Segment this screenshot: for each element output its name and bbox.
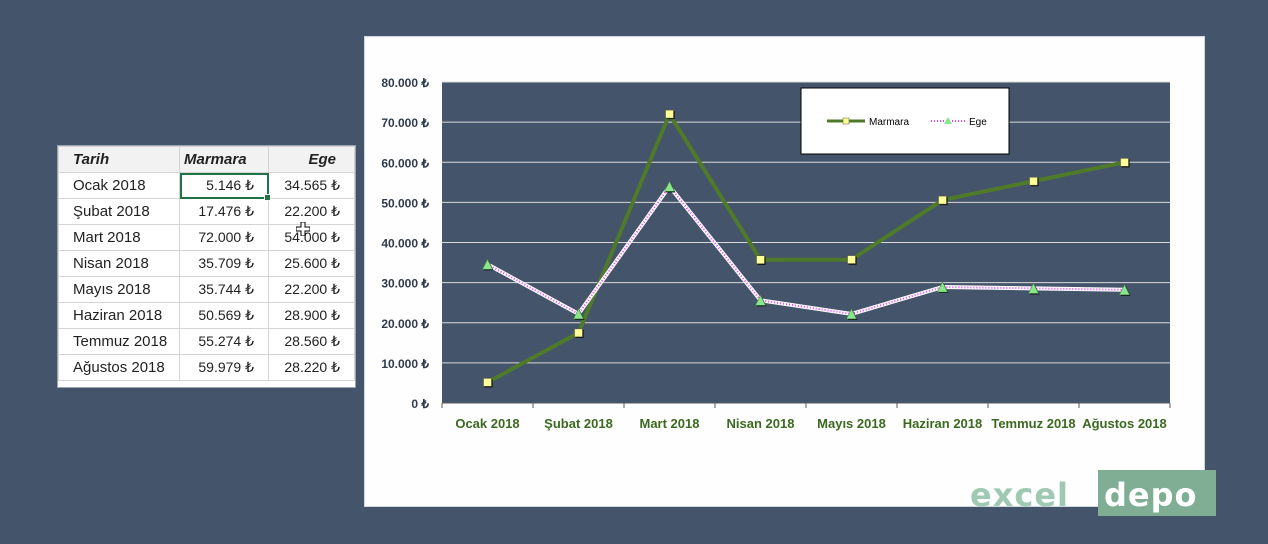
exceldepo-logo: excel depo xyxy=(970,470,1216,516)
cell-ege[interactable]: 28.900 ₺ xyxy=(268,302,355,329)
legend-marker-ege xyxy=(944,117,952,124)
data-point-ege xyxy=(1119,284,1130,296)
cell-ege[interactable]: 34.565 ₺ xyxy=(268,172,355,199)
data-point-ege xyxy=(937,281,948,293)
cell-ege[interactable]: 54.000 ₺ xyxy=(268,224,355,251)
cell-ege[interactable]: 22.200 ₺ xyxy=(268,276,355,303)
legend-label: Ege xyxy=(969,117,987,128)
y-tick-label: 40.000 ₺ xyxy=(381,237,429,251)
table-row: Mart 2018 72.000 ₺ 54.000 ₺ xyxy=(58,224,355,251)
y-tick-label: 50.000 ₺ xyxy=(381,196,429,210)
x-tick-label: Ocak 2018 xyxy=(455,416,519,431)
cell-date[interactable]: Haziran 2018 xyxy=(58,302,180,329)
data-point-marmara xyxy=(847,255,856,264)
data-point-marmara xyxy=(665,109,674,119)
y-tick-label: 0 ₺ xyxy=(411,397,429,411)
chart-area[interactable]: 0 ₺ 10.000 ₺ 20.000 ₺ 30.000 ₺ 40.000 ₺ 50.00… xyxy=(364,36,1205,507)
cell-marmara[interactable]: 55.274 ₺ xyxy=(179,328,269,355)
data-point-ege xyxy=(482,258,493,270)
y-tick-label: 10.000 ₺ xyxy=(381,357,429,371)
table-header-row: Tarih Marmara Ege xyxy=(58,146,355,173)
cell-date[interactable]: Ağustos 2018 xyxy=(58,354,180,381)
y-tick-label: 70.000 ₺ xyxy=(381,116,429,130)
logo-box xyxy=(1098,470,1216,516)
data-point-marmara xyxy=(756,255,765,265)
legend-marker-marmara xyxy=(842,117,850,125)
y-tick-label: 20.000 ₺ xyxy=(381,317,429,331)
cell-ege[interactable]: 28.560 ₺ xyxy=(268,328,355,355)
table-row: Temmuz 2018 55.274 ₺ 28.560 ₺ xyxy=(58,328,355,355)
data-point-ege xyxy=(573,308,584,320)
data-point-ege xyxy=(664,180,675,192)
y-tick-label: 60.000 ₺ xyxy=(381,156,429,170)
cell-value: 5.146 ₺ xyxy=(206,177,254,193)
x-tick-label: Şubat 2018 xyxy=(544,416,613,431)
data-point-ege xyxy=(1028,282,1039,294)
cell-marmara[interactable]: 50.569 ₺ xyxy=(179,302,269,329)
header-marmara[interactable]: Marmara xyxy=(179,146,269,173)
x-tick-label: Temmuz 2018 xyxy=(991,416,1075,431)
x-tick-label: Mayıs 2018 xyxy=(817,416,886,431)
cell-date[interactable]: Nisan 2018 xyxy=(58,250,180,277)
header-ege[interactable]: Ege xyxy=(268,146,355,173)
cell-marmara[interactable]: 59.979 ₺ xyxy=(179,354,269,381)
data-point-ege xyxy=(846,308,857,320)
legend-label: Marmara xyxy=(869,117,909,128)
series-line-marmara xyxy=(486,112,1125,385)
table-row: Ağustos 2018 59.979 ₺ 28.220 ₺ xyxy=(58,354,355,381)
table-row: Nisan 2018 35.709 ₺ 25.600 ₺ xyxy=(58,250,355,277)
spreadsheet-table: Tarih Marmara Ege Ocak 2018 5.146 ₺ 34.5… xyxy=(57,145,356,388)
table-row: Mayıs 2018 35.744 ₺ 22.200 ₺ xyxy=(58,276,355,303)
fill-handle[interactable] xyxy=(264,194,271,201)
data-point-ege xyxy=(755,294,766,306)
cell-marmara[interactable]: 72.000 ₺ xyxy=(179,224,269,251)
table-row: Haziran 2018 50.569 ₺ 28.900 ₺ xyxy=(58,302,355,329)
y-tick-label: 30.000 ₺ xyxy=(381,277,429,291)
x-tick-label: Ağustos 2018 xyxy=(1082,416,1167,431)
data-point-marmara xyxy=(574,328,583,338)
logo-text-right: depo xyxy=(1104,476,1198,514)
x-tick-label: Nisan 2018 xyxy=(727,416,795,431)
x-tick-label: Mart 2018 xyxy=(640,416,700,431)
cell-date[interactable]: Temmuz 2018 xyxy=(58,328,180,355)
header-tarih[interactable]: Tarih xyxy=(58,146,180,173)
cell-marmara[interactable]: 35.744 ₺ xyxy=(179,276,269,303)
cell-ege[interactable]: 28.220 ₺ xyxy=(268,354,355,381)
cell-date[interactable]: Şubat 2018 xyxy=(58,198,180,225)
cross-cursor-icon xyxy=(296,222,310,236)
logo-text-left: excel xyxy=(970,476,1069,514)
cell-marmara[interactable]: 17.476 ₺ xyxy=(179,198,269,225)
cell-marmara-selected[interactable]: 5.146 ₺ xyxy=(179,172,271,201)
cell-date[interactable]: Mart 2018 xyxy=(58,224,180,251)
data-point-marmara xyxy=(938,195,947,205)
x-tick-label: Haziran 2018 xyxy=(903,416,983,431)
cell-ege[interactable]: 22.200 ₺ xyxy=(268,198,355,225)
data-point-marmara xyxy=(1029,176,1038,186)
cell-date[interactable]: Mayıs 2018 xyxy=(58,276,180,303)
y-tick-label: 80.000 ₺ xyxy=(381,76,429,90)
cell-ege[interactable]: 25.600 ₺ xyxy=(268,250,355,277)
cell-marmara[interactable]: 35.709 ₺ xyxy=(179,250,269,277)
data-point-marmara xyxy=(483,378,492,387)
line-chart[interactable]: 0 ₺ 10.000 ₺ 20.000 ₺ 30.000 ₺ 40.000 ₺ 50.00… xyxy=(365,37,1204,506)
table-row: Ocak 2018 5.146 ₺ 34.565 ₺ xyxy=(58,172,355,201)
cell-date[interactable]: Ocak 2018 xyxy=(58,172,180,199)
table-row: Şubat 2018 17.476 ₺ 22.200 ₺ xyxy=(58,198,355,225)
series-line-pattern-ege xyxy=(487,185,1125,315)
data-point-marmara xyxy=(1120,158,1129,167)
